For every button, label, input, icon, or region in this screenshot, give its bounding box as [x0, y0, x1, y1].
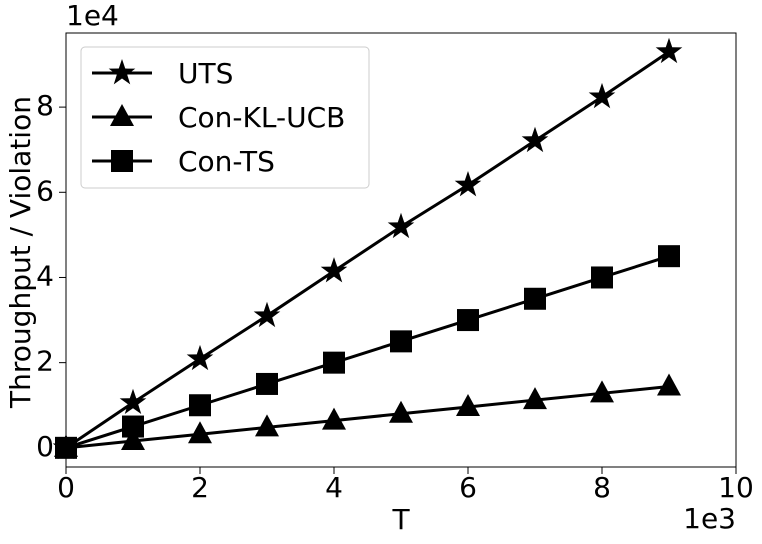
series-line: [65, 50, 670, 450]
triangle-marker: [121, 428, 145, 451]
star-marker: [108, 59, 136, 85]
triangle-marker: [389, 400, 413, 423]
legend-label: Con-KL-UCB: [178, 101, 345, 134]
star-marker: [588, 82, 616, 109]
triangle-marker: [188, 421, 212, 444]
x-axis-label: T: [391, 503, 410, 536]
star-marker: [387, 212, 415, 239]
legend-box: [80, 46, 370, 189]
star-marker: [320, 257, 348, 283]
square-marker: [55, 436, 77, 459]
square-marker: [591, 266, 613, 289]
square-marker: [323, 351, 345, 374]
square-marker: [658, 245, 680, 268]
x-tick-label: 10: [718, 471, 754, 504]
y-tick-label: 4: [36, 259, 54, 292]
x-tick-label: 0: [57, 471, 75, 504]
x-tick-label: 4: [325, 471, 343, 504]
y-offset-text: 1e4: [66, 0, 119, 32]
star-marker: [119, 388, 147, 415]
square-marker: [111, 150, 133, 172]
x-offset-text: 1e3: [683, 502, 736, 535]
y-tick-label: 2: [36, 345, 54, 378]
legend-label: Con-TS: [178, 145, 275, 178]
triangle-marker: [657, 373, 681, 396]
star-marker: [253, 301, 281, 328]
y-axis-label: Throughput / Violation: [4, 96, 37, 409]
x-tick-label: 6: [459, 471, 477, 504]
triangle-marker: [590, 380, 614, 403]
star-marker: [521, 126, 549, 153]
triangle-marker: [322, 407, 346, 430]
y-tick-label: 6: [36, 174, 54, 207]
legend-label: UTS: [178, 57, 233, 90]
triangle-marker: [255, 414, 279, 437]
triangle-marker: [456, 393, 480, 416]
star-marker: [655, 37, 683, 64]
x-tick-label: 2: [191, 471, 209, 504]
square-marker: [189, 394, 211, 417]
square-marker: [457, 309, 479, 332]
star-marker: [186, 344, 214, 371]
triangle-marker: [110, 104, 134, 126]
x-tick-label: 8: [593, 471, 611, 504]
y-tick-label: 0: [36, 430, 54, 463]
square-marker: [256, 372, 278, 395]
square-marker: [524, 287, 546, 310]
star-marker: [454, 171, 482, 197]
y-tick-label: 8: [36, 89, 54, 122]
series-line: [65, 385, 670, 450]
square-marker: [122, 415, 144, 438]
triangle-marker: [523, 387, 547, 410]
plot-frame: [65, 32, 737, 468]
square-marker: [390, 330, 412, 353]
series-line: [65, 254, 670, 450]
